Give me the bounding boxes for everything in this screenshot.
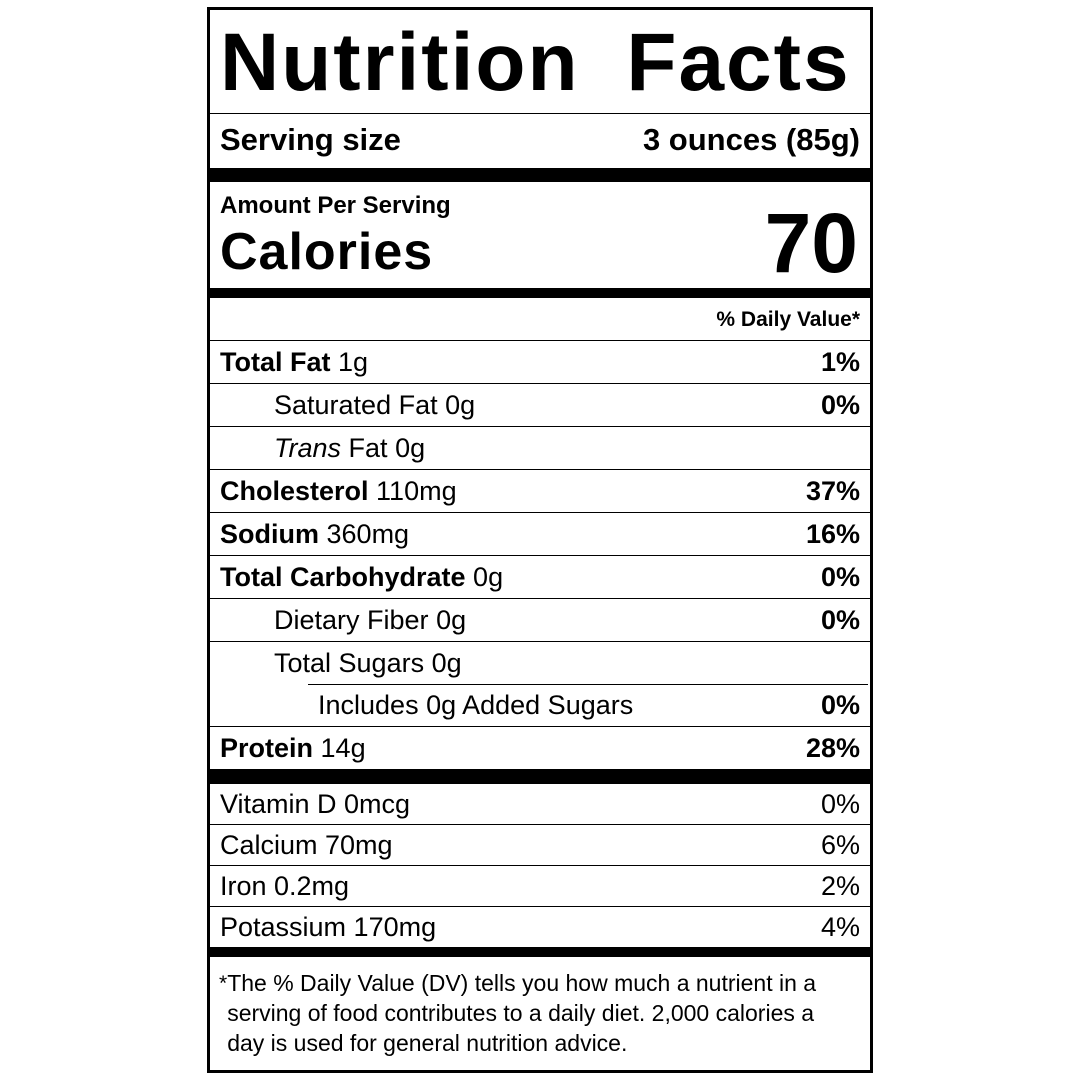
- row-sodium: Sodium 360mg 16%: [210, 511, 870, 555]
- nutrient-name-amount: Total Carbohydrate 0g: [220, 562, 503, 592]
- nutrient-name-amount: Cholesterol 110mg: [220, 476, 457, 506]
- row-iron: Iron 0.2mg 2%: [210, 865, 870, 906]
- nutrient-name-amount: Dietary Fiber 0g: [220, 605, 466, 635]
- calories-value: 70: [764, 196, 858, 291]
- label-title: Nutrition Facts: [220, 17, 851, 108]
- vitamin-text: Iron 0.2mg: [220, 871, 350, 902]
- nutrient-name: Total Fat: [220, 346, 331, 377]
- nutrient-name: Dietary Fiber: [274, 604, 429, 635]
- nutrient-name-italic: Trans: [274, 432, 342, 463]
- nutrient-name: Includes 0g Added Sugars: [318, 689, 634, 720]
- calories-label: Calories: [220, 222, 434, 281]
- row-added-sugars: Includes 0g Added Sugars 0%: [210, 683, 870, 726]
- nutrient-percent: 1%: [820, 346, 860, 377]
- row-dietary-fiber: Dietary Fiber 0g 0%: [210, 597, 870, 641]
- vitamin-text: Vitamin D 0mcg: [220, 789, 411, 820]
- vitamin-percent: 2%: [820, 871, 860, 902]
- nutrient-amount: 110mg: [376, 475, 457, 506]
- daily-value-header: % Daily Value*: [716, 307, 860, 331]
- nutrient-amount: 14g: [320, 732, 366, 763]
- serving-size-value: 3 ounces (85g): [642, 122, 860, 157]
- nutrient-name: Total Sugars: [274, 647, 425, 678]
- nutrient-percent: 0%: [820, 689, 860, 720]
- vitamin-percent: 0%: [820, 789, 860, 820]
- row-trans-fat: Trans Fat 0g: [210, 425, 870, 469]
- calories-block: Amount Per Serving Calories 70: [210, 182, 870, 288]
- row-total-carbohydrate: Total Carbohydrate 0g 0%: [210, 554, 870, 598]
- serving-size-label: Serving size: [220, 122, 401, 157]
- row-potassium: Potassium 170mg 4%: [210, 906, 870, 947]
- nutrient-amount: 0g: [395, 432, 426, 463]
- vitamin-percent: 4%: [820, 912, 860, 943]
- serving-size-row: Serving size 3 ounces (85g): [210, 114, 870, 168]
- nutrient-amount: 0g: [473, 561, 504, 592]
- nutrient-name-amount: Total Sugars 0g: [220, 648, 462, 678]
- vitamin-text: Potassium 170mg: [220, 912, 437, 943]
- footnote: * The % Daily Value (DV) tells you how m…: [210, 957, 870, 1070]
- nutrient-name-amount: Total Fat 1g: [220, 347, 368, 377]
- thick-bar-top: [210, 168, 870, 182]
- nutrient-amount: 0g: [436, 604, 467, 635]
- footnote-text: The % Daily Value (DV) tells you how muc…: [227, 970, 817, 1056]
- nutrient-percent: 28%: [805, 732, 860, 763]
- row-vitamin-d: Vitamin D 0mcg 0%: [210, 784, 870, 824]
- row-saturated-fat: Saturated Fat 0g 0%: [210, 382, 870, 426]
- nutrient-name-amount: Protein 14g: [220, 733, 366, 763]
- nutrient-name-amount: Sodium 360mg: [220, 519, 409, 549]
- medium-bar-bottom: [210, 947, 870, 957]
- row-calcium: Calcium 70mg 6%: [210, 824, 870, 865]
- nutrient-name: Protein: [220, 732, 314, 763]
- medium-bar-calories: [210, 287, 870, 298]
- nutrient-percent: 0%: [820, 604, 860, 635]
- nutrient-percent: 0%: [820, 389, 860, 420]
- nutrient-name-amount: Includes 0g Added Sugars: [220, 690, 633, 720]
- divider-under-title: [210, 113, 870, 114]
- vitamin-text: Calcium 70mg: [220, 830, 393, 861]
- nutrient-name: Cholesterol: [220, 475, 369, 506]
- nutrient-amount: 0g: [431, 647, 462, 678]
- nutrient-percent: 37%: [805, 475, 860, 506]
- nutrient-amount: 360mg: [326, 518, 410, 549]
- thick-bar-protein: [210, 768, 870, 785]
- nutrient-name: Total Carbohydrate: [220, 561, 466, 592]
- nutrient-percent: 16%: [805, 518, 860, 549]
- nutrient-name-amount: Trans Fat 0g: [220, 433, 425, 463]
- row-total-fat: Total Fat 1g 1%: [210, 339, 870, 383]
- nutrient-amount: 0g: [445, 389, 476, 420]
- nutrient-name: Sodium: [220, 518, 319, 549]
- nutrient-name-amount: Saturated Fat 0g: [220, 390, 475, 420]
- nutrition-facts-label: Nutrition Facts Serving size 3 ounces (8…: [207, 7, 873, 1073]
- nutrient-amount: 1g: [338, 346, 369, 377]
- nutrient-name: Fat: [348, 432, 388, 463]
- vitamin-percent: 6%: [820, 830, 860, 861]
- nutrient-percent: 0%: [820, 561, 860, 592]
- footnote-asterisk: *: [219, 972, 228, 995]
- row-cholesterol: Cholesterol 110mg 37%: [210, 468, 870, 512]
- row-protein: Protein 14g 28%: [210, 725, 870, 769]
- row-total-sugars: Total Sugars 0g: [210, 640, 870, 684]
- amount-per-serving-label: Amount Per Serving: [220, 191, 451, 219]
- nutrient-name: Saturated Fat: [274, 389, 438, 420]
